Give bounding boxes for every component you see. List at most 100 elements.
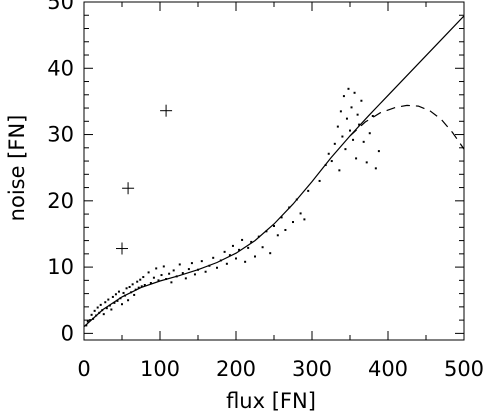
scatter-point xyxy=(360,99,363,102)
scatter-point xyxy=(307,189,310,192)
scatter-point xyxy=(147,271,150,274)
x-tick-label: 500 xyxy=(444,357,484,381)
scatter-point xyxy=(336,125,339,128)
scatter-point xyxy=(193,273,196,276)
plot-frame xyxy=(83,1,465,341)
scatter-point xyxy=(122,291,125,294)
scatter-point xyxy=(374,167,377,170)
scatter-point xyxy=(228,254,231,257)
scatter-point xyxy=(160,274,163,277)
scatter-point xyxy=(107,298,110,301)
x-tick-label: 400 xyxy=(368,357,408,381)
scatter-point xyxy=(377,150,380,153)
scatter-point xyxy=(105,307,108,310)
scatter-point xyxy=(125,287,128,290)
scatter-point xyxy=(344,148,347,151)
scatter-point xyxy=(212,256,215,259)
scatter-point xyxy=(89,319,92,322)
scatter-point xyxy=(356,113,359,116)
scatter-point xyxy=(235,257,237,260)
scatter-point xyxy=(250,240,253,243)
scatter-point xyxy=(254,255,256,258)
scatter-point xyxy=(142,276,145,279)
outlier-plus-marker xyxy=(122,182,135,195)
scatter-point xyxy=(168,272,171,275)
scatter-point xyxy=(90,313,93,316)
y-tick-label: 10 xyxy=(47,255,74,279)
scatter-point xyxy=(113,301,116,304)
scatter-point xyxy=(110,308,113,311)
scatter-point xyxy=(276,234,279,237)
scatter-point xyxy=(149,282,152,285)
scatter-point xyxy=(330,160,333,163)
y-tick-label: 50 xyxy=(47,0,74,14)
scatter-point xyxy=(178,263,181,266)
scatter-point xyxy=(365,161,368,164)
scatter-point xyxy=(99,303,102,306)
x-tick-label: 200 xyxy=(216,357,256,381)
scatter-point xyxy=(140,285,143,288)
scatter-point xyxy=(349,129,351,132)
scatter-point xyxy=(102,313,105,316)
scatter-point xyxy=(137,286,140,289)
dashed-model-curve xyxy=(349,104,464,150)
scatter-point xyxy=(280,216,283,219)
scatter-point xyxy=(131,283,134,286)
scatter-point xyxy=(223,250,226,253)
y-tick-label: 30 xyxy=(47,123,74,147)
scatter-point xyxy=(327,152,330,155)
solid-model-curve xyxy=(84,15,464,328)
scatter-point xyxy=(184,277,187,280)
x-axis-label: flux [FN] xyxy=(226,389,316,413)
scatter-point xyxy=(352,138,355,141)
scatter-point xyxy=(269,252,272,255)
scatter-point xyxy=(157,279,160,282)
scatter-point xyxy=(111,295,114,298)
scatter-point xyxy=(342,95,345,98)
scatter-point xyxy=(216,266,218,269)
scatter-point xyxy=(368,132,371,135)
scatter-point xyxy=(127,299,130,302)
y-axis-label: noise [FN] xyxy=(5,115,29,222)
chart-marks xyxy=(84,15,464,328)
scatter-point xyxy=(247,246,250,249)
y-tick-label: 40 xyxy=(47,56,74,80)
scatter-point xyxy=(187,268,190,271)
scatter-point xyxy=(225,262,228,265)
outlier-plus-marker xyxy=(116,242,128,255)
scatter-point xyxy=(200,260,203,263)
scatter-point xyxy=(172,269,175,272)
scatter-point xyxy=(181,272,184,275)
y-tick-label: 20 xyxy=(47,189,74,213)
scatter-point xyxy=(93,309,96,312)
scatter-point xyxy=(358,123,361,126)
y-tick-label: 0 xyxy=(61,321,74,345)
scatter-point xyxy=(339,110,342,113)
scatter-point xyxy=(190,262,193,265)
tick-labels: 0 100 200 300 400 500 0 10 20 30 40 50 xyxy=(47,0,484,381)
scatter-point xyxy=(355,157,358,160)
scatter-point xyxy=(86,320,89,323)
scatter-point xyxy=(121,303,123,306)
scatter-point xyxy=(117,290,120,293)
scatter-point xyxy=(333,142,336,145)
x-tick-label: 0 xyxy=(77,357,90,381)
x-tick-label: 300 xyxy=(292,357,332,381)
scatter-point xyxy=(318,179,321,182)
scatter-point xyxy=(353,91,356,94)
scatter-point xyxy=(338,169,341,172)
axis-ticks xyxy=(83,1,465,340)
scatter-point xyxy=(152,276,155,279)
scatter-point xyxy=(299,212,302,215)
scatter-point xyxy=(347,87,350,90)
scatter-point xyxy=(292,221,294,224)
scatter-point xyxy=(303,218,306,221)
x-tick-label: 100 xyxy=(140,357,180,381)
scatter-point xyxy=(162,265,165,268)
scatter-point xyxy=(128,285,131,288)
scatter-point xyxy=(136,280,139,283)
scatter-point xyxy=(96,306,99,309)
scatter-point xyxy=(133,293,136,296)
scatter-point xyxy=(371,114,374,117)
